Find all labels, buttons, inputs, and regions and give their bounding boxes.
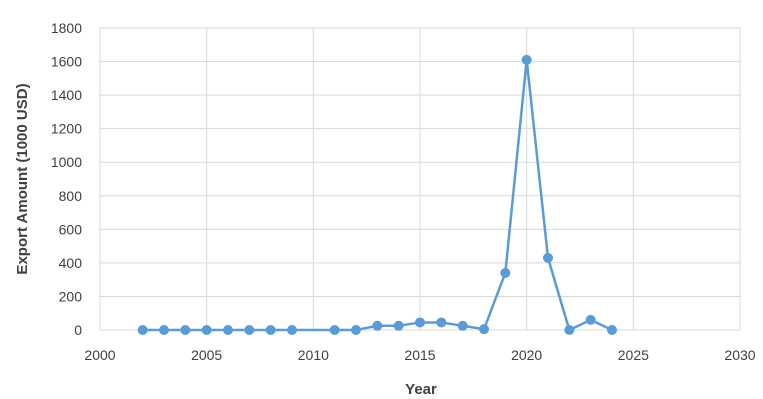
y-tick-label: 800 — [59, 188, 83, 204]
data-point — [137, 325, 148, 335]
y-tick-label: 1600 — [51, 54, 82, 70]
data-point — [436, 317, 447, 328]
data-point — [564, 325, 575, 335]
data-point — [159, 325, 169, 335]
y-tick-label: 1800 — [51, 20, 82, 36]
data-point — [223, 325, 233, 335]
data-point — [244, 325, 255, 335]
data-point — [201, 325, 212, 335]
data-point — [457, 320, 468, 331]
data-point — [500, 267, 511, 278]
y-tick-label: 1200 — [51, 121, 82, 137]
data-point — [265, 325, 276, 335]
data-point — [585, 314, 596, 325]
x-axis-title: Year — [405, 381, 437, 398]
data-points — [137, 54, 617, 335]
data-point — [521, 54, 532, 65]
data-point — [329, 325, 340, 335]
y-tick-label: 1400 — [51, 87, 82, 103]
data-point — [543, 252, 553, 263]
data-point — [287, 325, 297, 335]
data-point — [393, 320, 404, 331]
x-tick-label: 2020 — [511, 347, 542, 363]
data-point — [180, 325, 191, 335]
data-point — [372, 320, 383, 331]
data-point — [415, 317, 425, 328]
y-axis-title: Export Amount (1000 USD) — [14, 83, 31, 274]
x-axis-tick-labels: 2000 2005 2010 2015 2020 2025 2030 — [84, 347, 755, 363]
y-tick-label: 0 — [74, 322, 82, 338]
y-tick-label: 600 — [59, 221, 83, 237]
x-tick-label: 2005 — [191, 347, 222, 363]
y-tick-label: 200 — [59, 288, 83, 304]
x-tick-label: 2025 — [618, 347, 649, 363]
series-line — [142, 58, 613, 332]
x-tick-label: 2015 — [404, 347, 435, 363]
data-point — [607, 325, 617, 335]
data-point — [479, 324, 489, 335]
y-axis-tick-labels: 0 200 400 600 800 1000 1200 1400 1600 1800 — [51, 20, 82, 338]
y-tick-label: 1000 — [51, 154, 82, 170]
y-tick-label: 400 — [59, 255, 83, 271]
x-tick-label: 2010 — [298, 347, 329, 363]
x-tick-label: 2030 — [724, 347, 755, 363]
gridlines — [99, 27, 741, 331]
data-point — [351, 325, 361, 335]
x-tick-label: 2000 — [84, 347, 115, 363]
